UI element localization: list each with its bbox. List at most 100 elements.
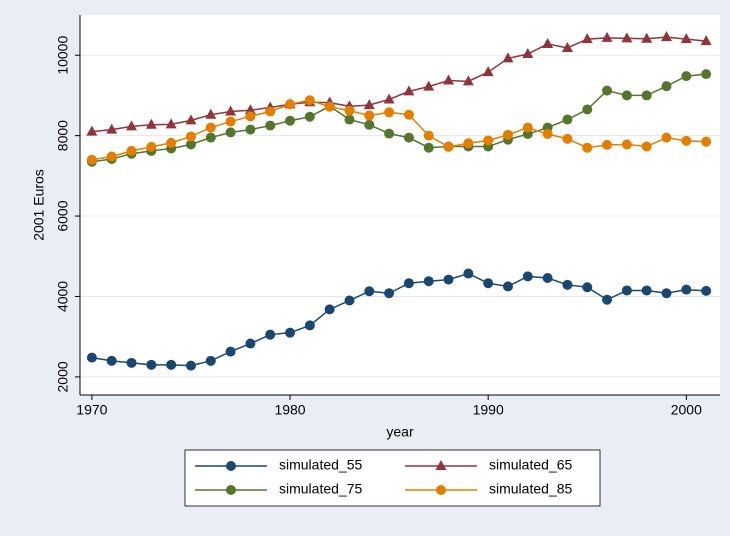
legend-label: simulated_85 (489, 481, 572, 497)
marker (443, 74, 455, 85)
marker (661, 31, 673, 42)
marker (146, 141, 157, 152)
marker (86, 125, 98, 136)
legend-label: simulated_75 (279, 481, 362, 497)
marker (384, 107, 395, 118)
marker (700, 35, 712, 46)
marker (86, 352, 97, 363)
marker (285, 327, 296, 338)
marker (364, 286, 375, 297)
marker (126, 357, 137, 368)
marker (265, 329, 276, 340)
marker (106, 151, 117, 162)
legend-label: simulated_65 (489, 457, 572, 473)
marker (641, 141, 652, 152)
marker (661, 288, 672, 299)
marker (304, 111, 315, 122)
marker (701, 69, 712, 80)
marker (225, 127, 236, 138)
legend (184, 449, 601, 507)
y-tick-label: 6000 (55, 200, 71, 231)
marker (225, 105, 237, 116)
y-axis-title: 2001 Euros (31, 169, 47, 241)
marker (621, 285, 632, 296)
marker (304, 320, 315, 331)
marker (483, 135, 494, 146)
marker (601, 31, 613, 42)
y-tick-label: 8000 (55, 120, 71, 151)
marker (542, 37, 554, 48)
marker (106, 355, 117, 366)
marker (463, 268, 474, 279)
marker (205, 108, 217, 119)
marker (542, 272, 553, 283)
legend-marker (226, 461, 236, 471)
legend-marker (435, 460, 447, 470)
marker (701, 285, 712, 296)
marker (561, 41, 573, 52)
marker (483, 278, 494, 289)
legend-label: simulated_55 (279, 457, 362, 473)
marker (423, 80, 435, 91)
marker (681, 135, 692, 146)
marker (502, 281, 513, 292)
marker (542, 129, 553, 140)
marker (205, 132, 216, 143)
marker (582, 104, 593, 115)
marker (225, 116, 236, 127)
marker (443, 141, 454, 152)
marker (562, 279, 573, 290)
marker (423, 276, 434, 287)
marker (502, 52, 514, 63)
legend-marker (226, 485, 236, 495)
marker (641, 285, 652, 296)
marker (602, 85, 613, 96)
marker (582, 282, 593, 293)
marker (641, 90, 652, 101)
marker (364, 119, 375, 130)
marker (482, 66, 494, 77)
marker (344, 114, 355, 125)
marker (285, 115, 296, 126)
marker (423, 130, 434, 141)
marker (522, 122, 533, 133)
marker (185, 360, 196, 371)
marker (245, 338, 256, 349)
marker (621, 139, 632, 150)
marker (602, 294, 613, 305)
marker (126, 145, 137, 156)
marker (522, 271, 533, 282)
marker (165, 118, 177, 129)
y-tick-label: 10000 (55, 36, 71, 75)
marker (701, 136, 712, 147)
marker (641, 32, 653, 43)
x-tick-label: 1990 (473, 402, 504, 418)
marker (285, 99, 296, 110)
marker (185, 114, 197, 125)
x-tick-label: 1980 (274, 402, 305, 418)
marker (245, 124, 256, 135)
marker (403, 132, 414, 143)
marker (463, 138, 474, 149)
marker (443, 274, 454, 285)
marker (185, 139, 196, 150)
marker (403, 109, 414, 120)
marker (245, 111, 256, 122)
marker (244, 104, 256, 115)
marker (86, 154, 97, 165)
marker (364, 110, 375, 121)
marker (582, 142, 593, 153)
marker (661, 81, 672, 92)
marker (205, 355, 216, 366)
marker (363, 99, 375, 110)
legend-marker (436, 485, 446, 495)
marker (562, 133, 573, 144)
plot-area (80, 15, 720, 395)
marker (324, 101, 335, 112)
marker (602, 139, 613, 150)
marker (126, 120, 138, 131)
marker (403, 85, 415, 96)
marker (166, 359, 177, 370)
y-tick-label: 2000 (55, 361, 71, 392)
